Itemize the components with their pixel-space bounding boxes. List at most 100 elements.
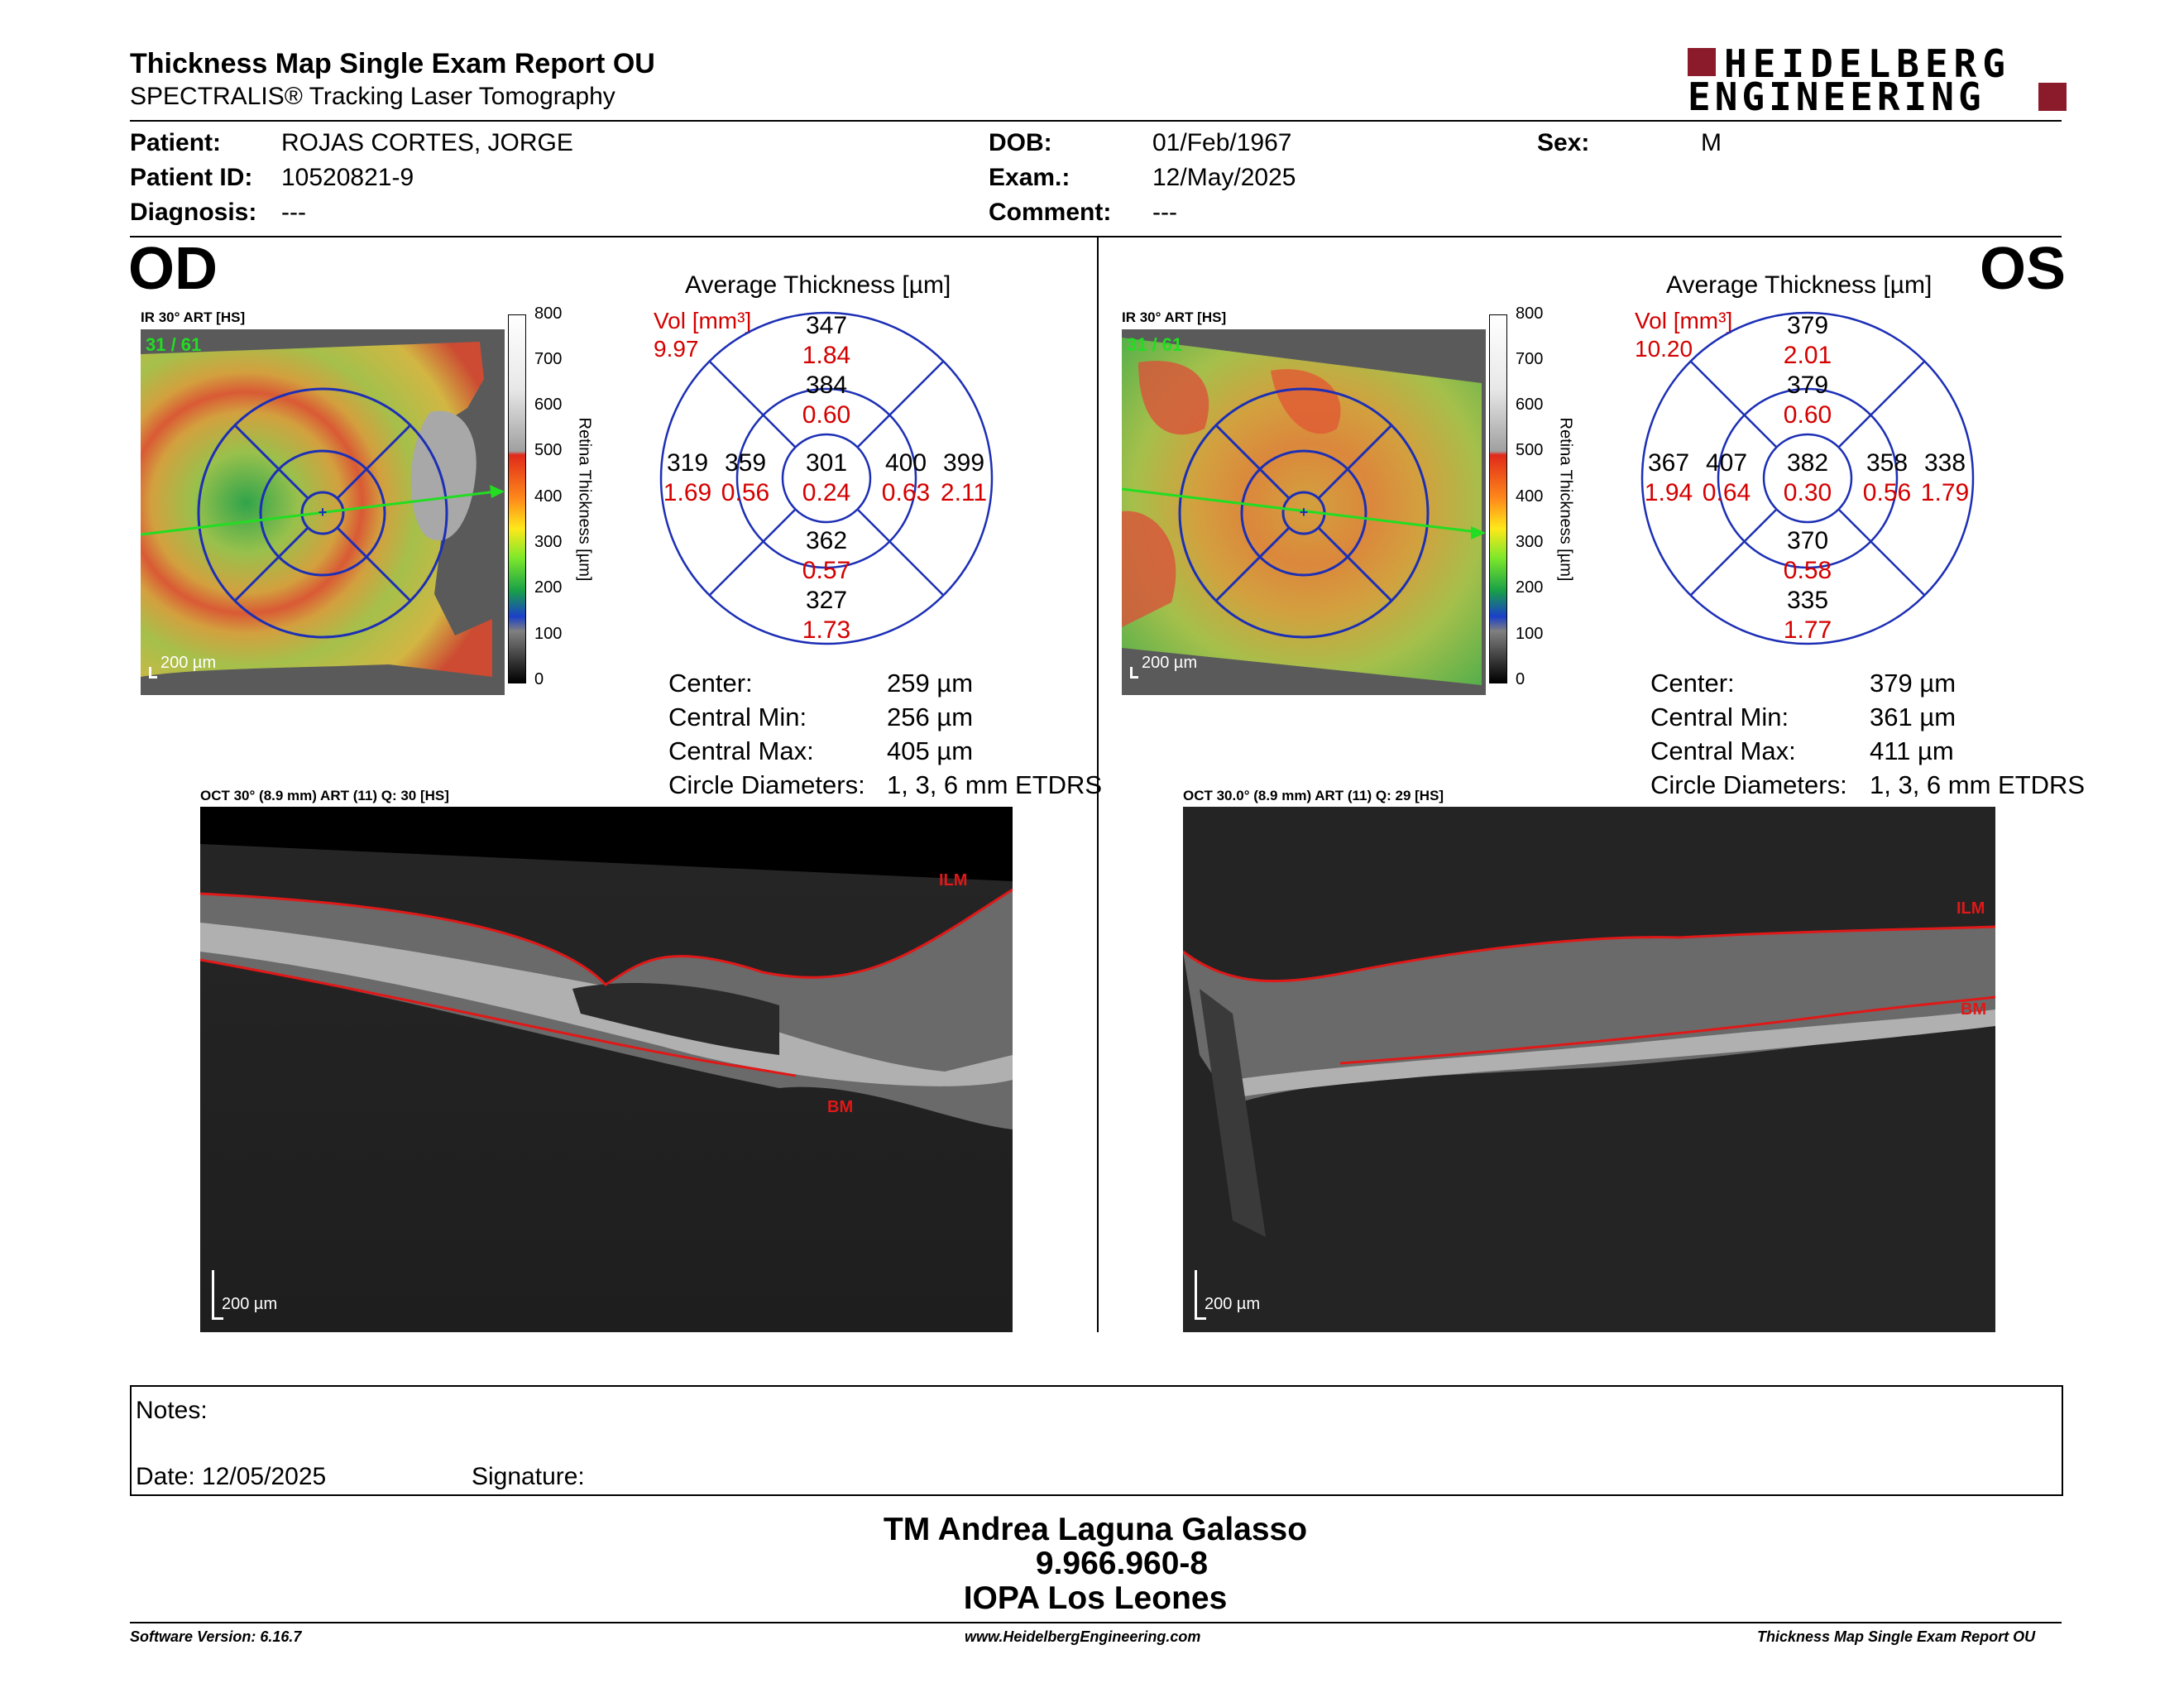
inner-top-volume-os: 0.60 [1783, 401, 1832, 429]
vol-value-od: 9.97 [654, 336, 699, 362]
diagnosis-value: --- [281, 199, 306, 226]
footer-version: Software Version: 6.16.7 [130, 1628, 302, 1645]
stat-center-label-os: Center: [1650, 669, 1735, 698]
inner-bottom-volume-od: 0.57 [802, 557, 851, 584]
map-scale-od: 200 µm [160, 654, 217, 672]
inner-left-thickness-os: 407 [1705, 449, 1748, 477]
patient-id-label: Patient ID: [130, 164, 253, 191]
tick-700-os: 700 [1516, 350, 1544, 368]
stat-min-label-od: Central Min: [668, 703, 807, 731]
sex-label: Sex: [1537, 129, 1590, 156]
stat-diam-label-os: Circle Diameters: [1650, 770, 1847, 799]
colorbar-ticks-os: 800 700 600 500 400 300 200 100 0 [1516, 305, 1549, 693]
signature-label: Signature: [472, 1463, 585, 1490]
colorbar-od [508, 314, 526, 683]
footer-divider [130, 1622, 2062, 1623]
tick-700-od: 700 [534, 350, 563, 368]
thickness-map-os: + 31 / 61 200 µm [1121, 329, 1486, 695]
etdrs-grid-os [1640, 310, 1976, 646]
stat-min-value-od: 256 µm [887, 703, 974, 731]
svg-text:+: + [1300, 504, 1309, 520]
outer-right-volume-od: 2.11 [940, 479, 988, 506]
heidelberg-logo: HEIDELBERG ENGINEERING [1688, 41, 2068, 119]
tick-100-od: 100 [534, 625, 563, 643]
stat-max-value-os: 411 µm [1870, 736, 1954, 765]
oct-scan-od: ILM BM 200 µm [200, 807, 1013, 1332]
dob-value: 01/Feb/1967 [1152, 129, 1292, 156]
colorbar-title-os: Retina Thickness [µm] [1556, 417, 1575, 582]
inner-left-volume-os: 0.64 [1702, 479, 1751, 506]
tick-300-os: 300 [1516, 533, 1544, 551]
stat-min-label-os: Central Min: [1650, 703, 1789, 731]
footer-website[interactable]: www.HeidelbergEngineering.com [965, 1628, 1201, 1645]
center-volume-od: 0.24 [802, 479, 851, 506]
etdrs-grid-od [659, 310, 994, 646]
ilm-label-os: ILM [1956, 899, 1985, 918]
exam-value: 12/May/2025 [1152, 164, 1296, 191]
eye-label-os: OS [1980, 236, 2067, 302]
report-title: Thickness Map Single Exam Report OU [130, 48, 655, 79]
header-divider [130, 120, 2062, 122]
tick-200-od: 200 [534, 578, 563, 597]
tick-300-od: 300 [534, 533, 563, 551]
diagnosis-label: Diagnosis: [130, 199, 257, 226]
tick-0-od: 0 [534, 670, 544, 688]
outer-top-volume-od: 1.84 [802, 342, 851, 369]
stat-diam-value-os: 1, 3, 6 mm ETDRS [1870, 770, 2086, 799]
etdrs-values-os: 379 2.01 379 0.60 367 1.94 407 0.64 382 … [1640, 310, 1976, 646]
inner-left-thickness-od: 359 [724, 449, 767, 477]
oct-label-os: OCT 30.0° (8.9 mm) ART (11) Q: 29 [HS] [1183, 788, 1444, 803]
logo-square-bottom [2038, 83, 2067, 111]
outer-bottom-thickness-os: 335 [1786, 587, 1829, 614]
inner-top-thickness-os: 379 [1786, 372, 1829, 399]
tick-800-od: 800 [534, 305, 563, 323]
stat-max-value-od: 405 µm [887, 736, 974, 765]
inner-top-volume-od: 0.60 [802, 401, 851, 429]
avg-thickness-title-os: Average Thickness [µm] [1666, 271, 1933, 299]
patient-id-value: 10520821-9 [281, 164, 414, 191]
bm-label-od: BM [827, 1098, 854, 1116]
signer-id: 9.966.960-8 [1035, 1546, 1209, 1581]
patient-value: ROJAS CORTES, JORGE [281, 129, 573, 156]
vol-label-os: Vol [mm³] [1635, 308, 1733, 333]
map-scale-os: 200 µm [1142, 654, 1198, 672]
ilm-label-od: ILM [939, 871, 968, 890]
outer-bottom-volume-od: 1.73 [802, 616, 851, 644]
center-thickness-os: 382 [1786, 449, 1829, 477]
notes-label: Notes: [136, 1397, 208, 1424]
outer-top-thickness-od: 347 [805, 312, 848, 339]
colorbar-title-od: Retina Thickness [µm] [575, 417, 594, 582]
tick-200-os: 200 [1516, 578, 1544, 597]
inner-left-volume-od: 0.56 [721, 479, 770, 506]
inner-right-thickness-od: 400 [884, 449, 927, 477]
tick-500-od: 500 [534, 441, 563, 459]
comment-value: --- [1152, 199, 1177, 226]
outer-right-thickness-od: 399 [942, 449, 985, 477]
etdrs-values-od: 347 1.84 384 0.60 319 1.69 359 0.56 301 … [659, 310, 994, 646]
center-thickness-od: 301 [805, 449, 848, 477]
logo-square-top [1688, 48, 1716, 76]
tick-600-os: 600 [1516, 396, 1544, 414]
colorbar-os [1489, 314, 1507, 683]
inner-right-volume-od: 0.63 [881, 479, 931, 506]
ir-label-od: IR 30° ART [HS] [141, 309, 246, 325]
inner-right-thickness-os: 358 [1866, 449, 1909, 477]
patient-label: Patient: [130, 129, 222, 156]
signer-name: TM Andrea Laguna Galasso [883, 1512, 1308, 1547]
bm-label-os: BM [1961, 1000, 1987, 1019]
vol-label-od: Vol [mm³] [654, 308, 752, 333]
tick-800-os: 800 [1516, 305, 1544, 323]
stat-diam-label-od: Circle Diameters: [668, 770, 865, 799]
logo-text-bottom: ENGINEERING [1688, 74, 1985, 119]
thickness-map-od: + 31 / 61 200 µm [140, 329, 505, 695]
comment-label: Comment: [989, 199, 1112, 226]
stat-max-label-os: Central Max: [1650, 736, 1796, 765]
exam-label: Exam.: [989, 164, 1070, 191]
tick-400-os: 400 [1516, 487, 1544, 506]
notes-box [130, 1385, 2063, 1496]
vol-value-os: 10.20 [1635, 336, 1693, 362]
tick-400-od: 400 [534, 487, 563, 506]
inner-top-thickness-od: 384 [805, 372, 848, 399]
tick-600-od: 600 [534, 396, 563, 414]
inner-right-volume-os: 0.56 [1862, 479, 1912, 506]
